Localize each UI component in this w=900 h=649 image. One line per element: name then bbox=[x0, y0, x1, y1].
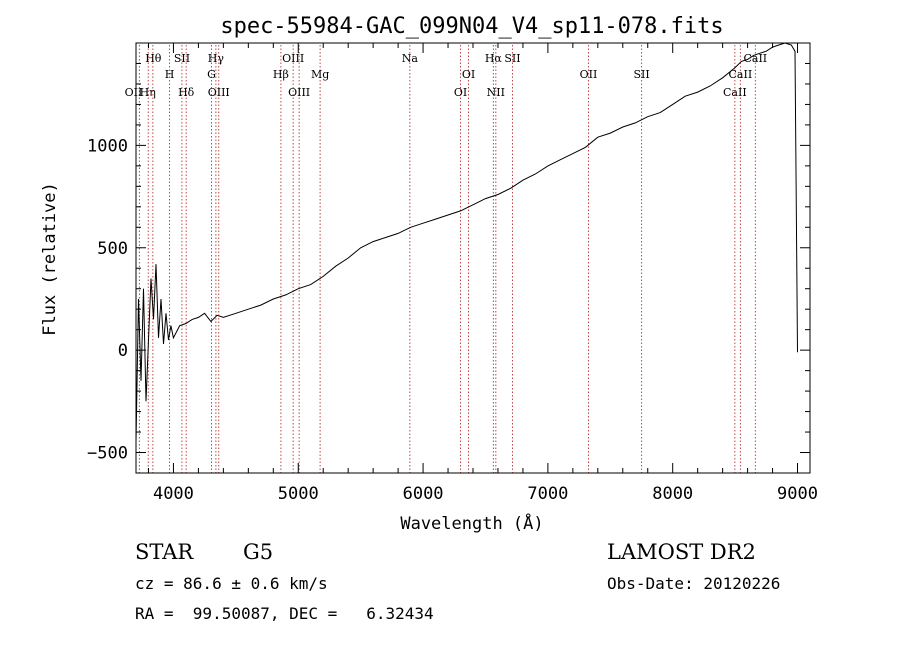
x-tick-label: 4000 bbox=[153, 484, 194, 504]
spectral-line-label: OIII bbox=[208, 86, 230, 99]
spectral-line-label: Mg bbox=[311, 68, 329, 81]
spectral-line-label: Hθ bbox=[145, 52, 162, 65]
spectral-line-markers bbox=[138, 45, 756, 473]
x-tick-label: 9000 bbox=[777, 484, 818, 504]
spectral-line-label: Hδ bbox=[178, 86, 195, 99]
spectral-line-label: Hη bbox=[140, 86, 156, 99]
spectral-line-labels: HθOIIHηHSIIHδHγGOIIIHβOIIIOIIIMgNaOIOIHα… bbox=[125, 52, 768, 99]
spectral-line-label: OII bbox=[580, 68, 598, 81]
x-axis-label: Wavelength (Å) bbox=[400, 512, 543, 534]
spectral-line-label: OIII bbox=[288, 86, 310, 99]
y-axis-label: Flux (relative) bbox=[40, 182, 60, 336]
spectrum-series-line bbox=[135, 42, 798, 443]
spectral-line-label: OIII bbox=[282, 52, 304, 65]
chart-title: spec-55984-GAC_099N04_V4_sp11-078.fits bbox=[220, 14, 723, 39]
spectral-line-label: OII bbox=[125, 86, 143, 99]
spectral-line-label: H bbox=[165, 68, 175, 81]
spectral-line-label: Na bbox=[402, 52, 419, 65]
x-tick-label: 6000 bbox=[403, 484, 444, 504]
y-tick-label: 500 bbox=[97, 239, 128, 259]
spectral-line-label: SII bbox=[634, 68, 650, 81]
spectral-line-label: SII bbox=[174, 52, 190, 65]
survey-name: LAMOST DR2 bbox=[607, 540, 756, 564]
spectral-line-label: CaII bbox=[723, 86, 747, 99]
redshift-velocity: cz = 86.6 ± 0.6 km/s bbox=[135, 574, 328, 593]
y-tick-label: 1000 bbox=[87, 136, 128, 156]
observation-date: Obs-Date: 20120226 bbox=[607, 574, 781, 593]
x-tick-label: 5000 bbox=[278, 484, 319, 504]
spectral-line-label: SII bbox=[504, 52, 520, 65]
axes: 4000 5000 6000 7000 8000 9000 −500 0 500 1000 bbox=[87, 43, 818, 504]
object-subclass: G5 bbox=[243, 540, 274, 564]
spectral-line-label: Hβ bbox=[273, 68, 289, 81]
object-class: STAR bbox=[135, 540, 194, 564]
spectral-line-label: Hα bbox=[485, 52, 503, 65]
y-tick-label: 0 bbox=[118, 341, 128, 361]
y-tick-label: −500 bbox=[87, 444, 128, 464]
spectral-line-label: CaII bbox=[743, 52, 767, 65]
x-tick-label: 7000 bbox=[527, 484, 568, 504]
spectral-line-label: OI bbox=[462, 68, 475, 81]
ra-dec-coordinates: RA = 99.50087, DEC = 6.32434 bbox=[135, 604, 434, 623]
spectral-line-label: CaII bbox=[729, 68, 753, 81]
spectral-line-label: NII bbox=[487, 86, 505, 99]
x-tick-label: 8000 bbox=[652, 484, 693, 504]
spectral-line-label: Hγ bbox=[208, 52, 225, 65]
spectral-line-label: G bbox=[207, 68, 216, 81]
plot-frame bbox=[135, 42, 811, 474]
spectral-line-label: OI bbox=[454, 86, 467, 99]
